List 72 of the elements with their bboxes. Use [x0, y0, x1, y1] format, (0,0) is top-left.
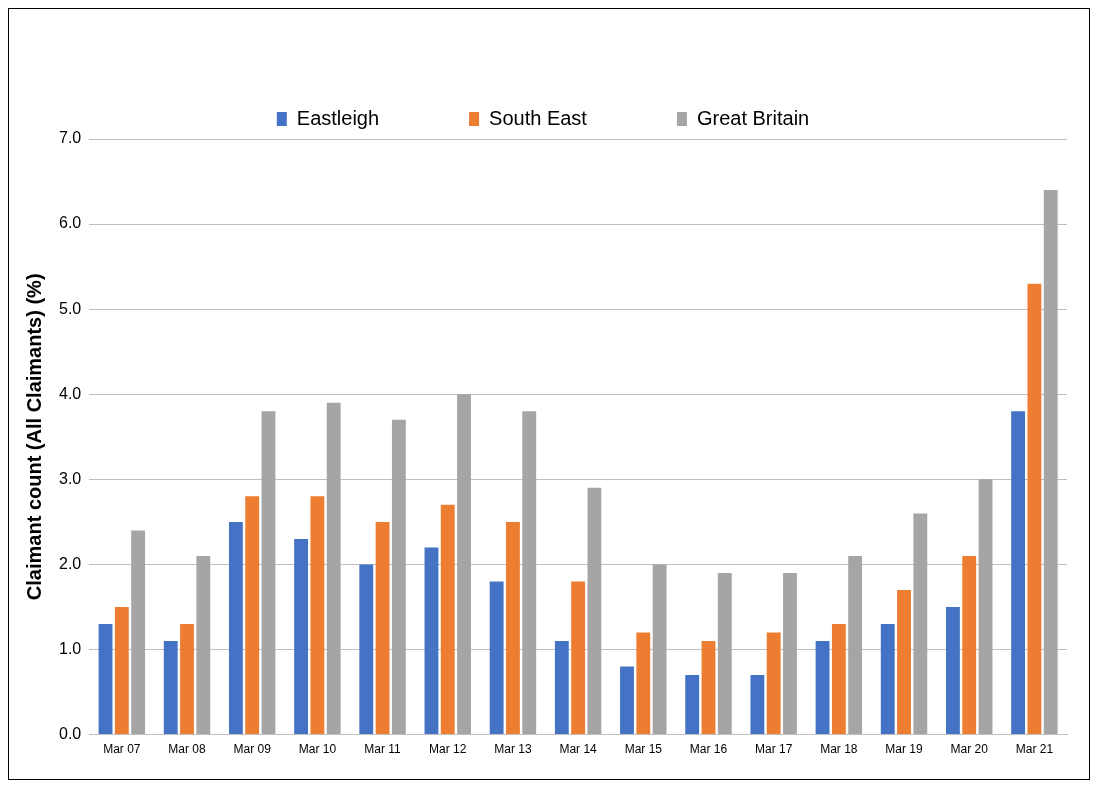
- x-tick-label: Mar 08: [168, 742, 207, 757]
- y-tick-label: 7.0: [58, 129, 82, 147]
- bar: [261, 411, 276, 735]
- legend-label: South East: [489, 106, 588, 129]
- bar: [783, 572, 797, 735]
- x-tick-label: Mar 20: [950, 742, 989, 757]
- x-tick-label: Mar 17: [754, 742, 793, 757]
- bar: [131, 530, 146, 735]
- bar: [522, 411, 537, 735]
- y-tick-label: 6.0: [58, 214, 82, 232]
- bar: [310, 496, 325, 735]
- x-tick-label: Mar 11: [364, 742, 402, 757]
- legend-label: Great Britain: [696, 106, 810, 129]
- bar: [880, 623, 895, 735]
- x-tick-label: Mar 10: [298, 742, 337, 757]
- x-tick-label: Mar 09: [233, 742, 272, 757]
- x-tick-label: Mar 21: [1015, 742, 1054, 757]
- bar: [391, 419, 406, 735]
- y-tick-label: 4.0: [58, 384, 82, 402]
- bar: [506, 521, 520, 735]
- bar: [1027, 283, 1042, 735]
- bar: [620, 666, 634, 735]
- bar: [848, 555, 863, 735]
- bar: [245, 496, 260, 735]
- bar: [1011, 411, 1026, 735]
- x-tick-label: Mar 07: [103, 742, 141, 757]
- bar: [326, 402, 341, 735]
- bar: [636, 632, 651, 735]
- x-tick-label: Mar 19: [885, 742, 924, 757]
- bar: [180, 623, 194, 735]
- bar: [1043, 190, 1058, 735]
- bar: [766, 632, 781, 735]
- bar: [294, 538, 309, 735]
- bar: [457, 394, 471, 735]
- x-tick-label: Mar 14: [559, 742, 598, 757]
- bar: [98, 623, 113, 735]
- x-tick-label: Mar 12: [429, 742, 467, 757]
- y-tick-label: 5.0: [58, 299, 82, 317]
- x-tick-label: Mar 13: [494, 742, 532, 757]
- bar: [587, 487, 602, 735]
- bar: [897, 589, 911, 735]
- y-tick-label: 1.0: [58, 639, 82, 657]
- bar: [489, 581, 504, 735]
- bar: [424, 547, 439, 735]
- bar: [554, 641, 569, 735]
- bar: [652, 564, 667, 735]
- bar: [831, 623, 846, 735]
- bar: [196, 555, 211, 735]
- bar: [962, 555, 977, 735]
- bar: [750, 675, 765, 735]
- bar: [815, 641, 830, 735]
- y-axis-title: Claimant count (All Claimants) (%): [22, 273, 45, 601]
- bar: [114, 606, 129, 735]
- bar: [913, 513, 928, 735]
- legend-label: Eastleigh: [296, 106, 380, 129]
- bar: [440, 504, 455, 735]
- bar: [571, 581, 586, 735]
- bar: [978, 479, 993, 735]
- bar: [228, 521, 243, 735]
- x-tick-label: Mar 15: [624, 742, 663, 757]
- bar: [946, 606, 960, 735]
- bar: [163, 641, 178, 735]
- bar: [359, 564, 374, 735]
- bar: [717, 572, 732, 735]
- y-tick-label: 3.0: [58, 469, 82, 487]
- bar: [685, 675, 700, 735]
- x-tick-label: Mar 16: [689, 742, 728, 757]
- x-tick-label: Mar 18: [820, 742, 858, 757]
- bar: [375, 521, 390, 735]
- bar: [701, 641, 716, 735]
- y-tick-label: 0.0: [58, 725, 82, 743]
- y-tick-label: 2.0: [58, 554, 82, 572]
